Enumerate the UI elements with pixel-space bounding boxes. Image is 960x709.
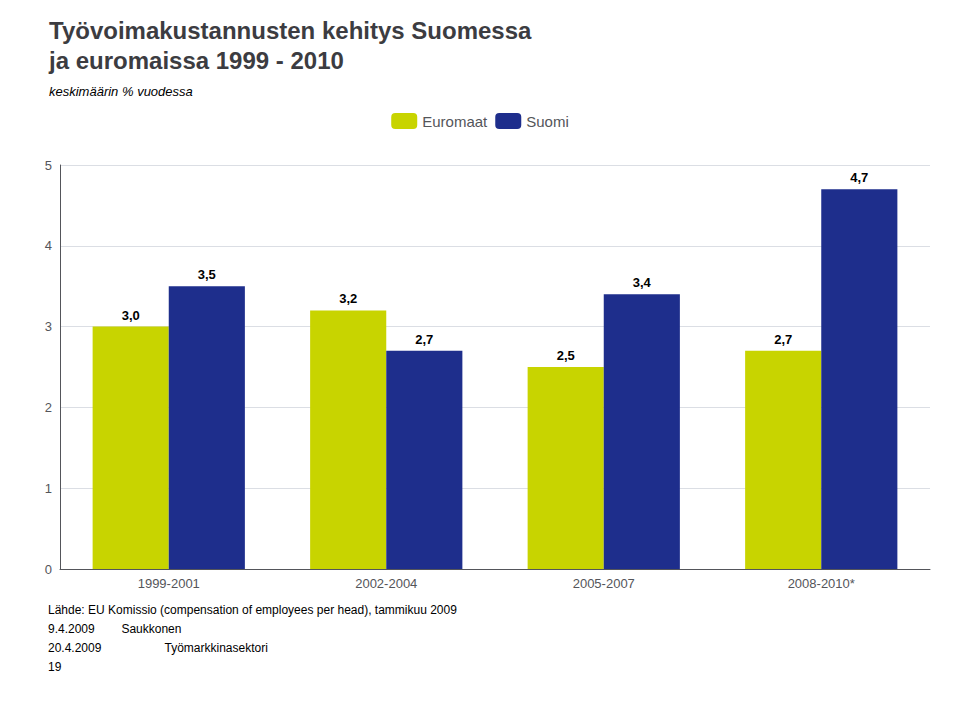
svg-text:4,7: 4,7 — [850, 170, 868, 185]
svg-text:5: 5 — [45, 158, 52, 173]
svg-text:3,2: 3,2 — [339, 291, 357, 306]
svg-text:Lähde: EU Komissio (compensati: Lähde: EU Komissio (compensation of empl… — [48, 603, 457, 617]
svg-text:2008-2010*: 2008-2010* — [788, 576, 855, 591]
svg-text:3: 3 — [45, 319, 52, 334]
svg-text:2,7: 2,7 — [774, 332, 792, 347]
svg-text:Työvoimakustannusten kehitys S: Työvoimakustannusten kehitys Suomessa — [49, 17, 532, 44]
svg-text:ja euromaissa 1999 - 2010: ja euromaissa 1999 - 2010 — [48, 47, 344, 74]
svg-text:2: 2 — [45, 400, 52, 415]
svg-text:3,5: 3,5 — [198, 267, 216, 282]
svg-text:0: 0 — [45, 562, 52, 577]
svg-text:19: 19 — [48, 660, 62, 674]
svg-text:2,7: 2,7 — [415, 332, 433, 347]
svg-text:2002-2004: 2002-2004 — [355, 576, 417, 591]
svg-text:1999-2001: 1999-2001 — [138, 576, 200, 591]
svg-text:9.4.2009 Saukkonen: 9.4.2009 Saukkonen — [48, 622, 181, 636]
svg-text:1: 1 — [45, 481, 52, 496]
svg-text:4: 4 — [45, 238, 52, 253]
svg-text:Euromaat: Euromaat — [422, 113, 488, 130]
svg-text:Suomi: Suomi — [526, 113, 569, 130]
svg-text:2005-2007: 2005-2007 — [573, 576, 635, 591]
svg-text:2,5: 2,5 — [557, 348, 575, 363]
svg-text:20.4.2009 Ty: 20.4.2009 Työmarkkinasektori — [48, 641, 268, 655]
svg-text:3,4: 3,4 — [633, 275, 652, 290]
svg-text:3,0: 3,0 — [122, 308, 140, 323]
svg-text:keskimäärin % vuodessa: keskimäärin % vuodessa — [49, 84, 193, 99]
